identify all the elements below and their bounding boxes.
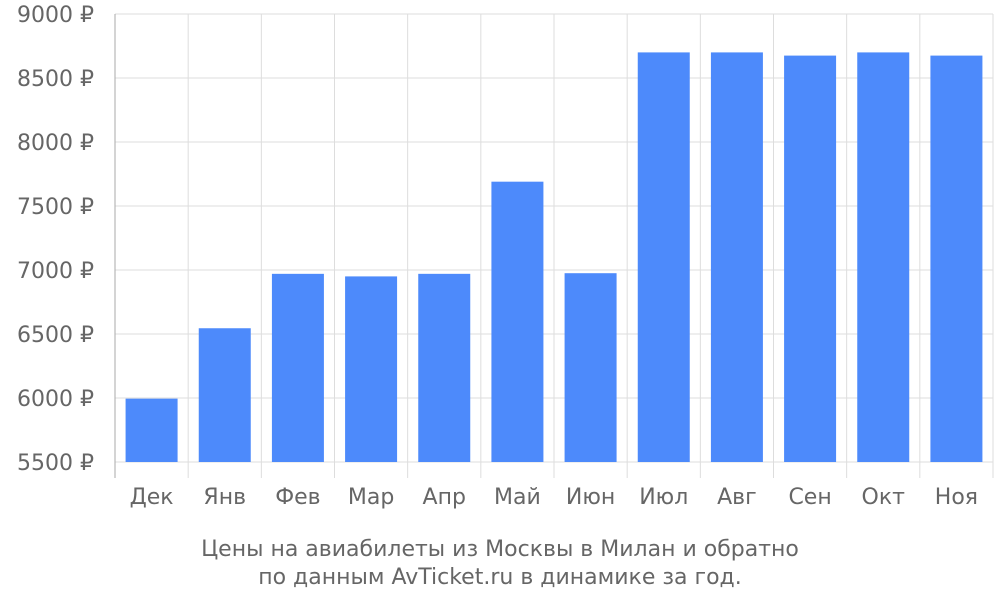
- y-tick-label: 6500 ₽: [17, 323, 94, 348]
- x-tick-labels: Дек Янв Фев Мар Апр Май Июн Июл Авг Сен Окт Ноя: [130, 485, 978, 510]
- y-tick-label: 7000 ₽: [17, 259, 94, 284]
- y-tick-label: 6000 ₽: [17, 387, 94, 412]
- x-tick-label: Июл: [639, 485, 688, 510]
- x-tick-label: Окт: [862, 485, 906, 510]
- x-tick-label: Апр: [423, 485, 466, 510]
- x-tick-label: Фев: [275, 485, 320, 510]
- chart-caption-line-2: по данным AvTicket.ru в динамике за год.: [258, 565, 742, 590]
- bar: [710, 52, 763, 463]
- bar: [345, 276, 398, 462]
- bar: [491, 181, 544, 462]
- bar: [564, 273, 617, 462]
- chart-caption-line-1: Цены на авиабилеты из Москвы в Милан и о…: [201, 537, 799, 562]
- bar: [418, 273, 471, 462]
- x-tick-label: Ноя: [935, 485, 978, 510]
- x-tick-label: Авг: [717, 485, 757, 510]
- x-tick-label: Сен: [788, 485, 831, 510]
- x-tick-label: Янв: [203, 485, 246, 510]
- y-tick-label: 9000 ₽: [17, 3, 94, 28]
- bar: [125, 398, 178, 462]
- x-tick-label: Мар: [348, 485, 394, 510]
- bar: [784, 55, 837, 462]
- x-tick-label: Дек: [130, 485, 174, 510]
- x-tick-label: Май: [494, 485, 541, 510]
- y-tick-label: 7500 ₽: [17, 195, 94, 220]
- bar: [198, 328, 251, 462]
- y-tick-label: 8000 ₽: [17, 131, 94, 156]
- bar: [857, 52, 910, 463]
- y-tick-label: 5500 ₽: [17, 451, 94, 476]
- x-tick-label: Июн: [566, 485, 615, 510]
- bar: [271, 273, 324, 462]
- bar: [637, 52, 690, 463]
- grid: [115, 13, 994, 478]
- bar: [930, 55, 983, 462]
- y-tick-label: 8500 ₽: [17, 67, 94, 92]
- bars: [125, 52, 983, 463]
- y-tick-labels: 5500 ₽ 6000 ₽ 6500 ₽ 7000 ₽ 7500 ₽ 8000 ₽ 8500…: [17, 3, 94, 476]
